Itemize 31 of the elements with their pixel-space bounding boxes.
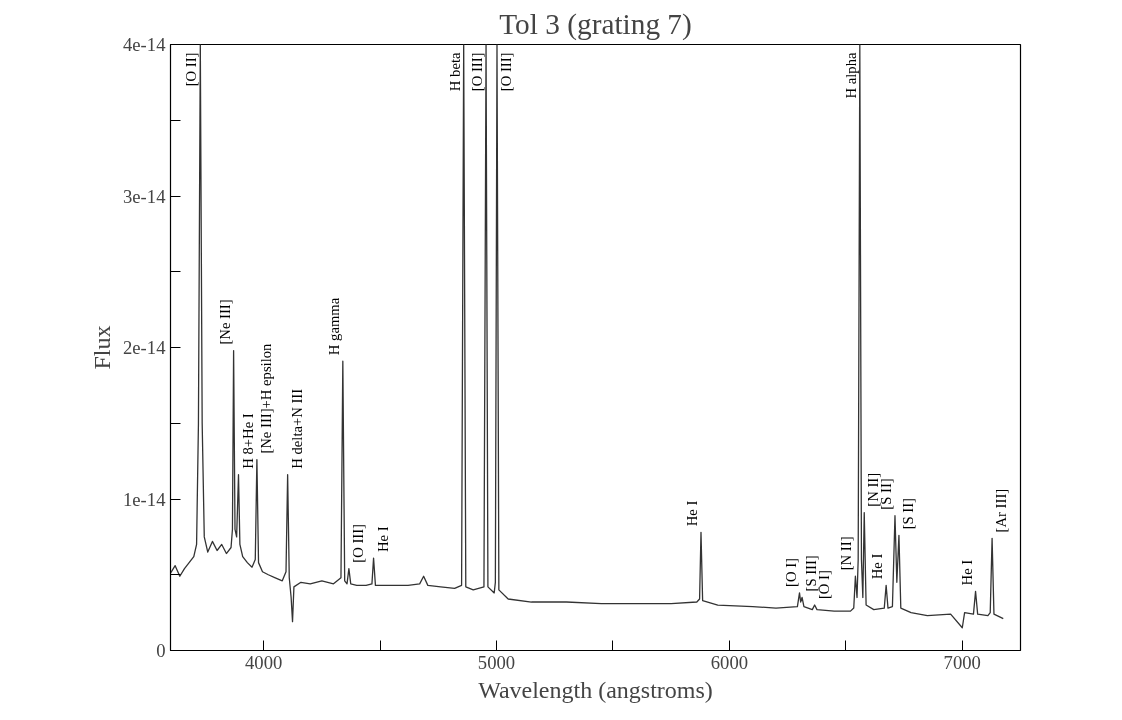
annotation: [O II]: [183, 52, 200, 87]
x-tick-label: 7000: [943, 651, 981, 673]
y-tick-label: 2e-14: [123, 337, 167, 358]
annotation: [Ne III]+H epsilon: [257, 342, 274, 454]
annotation: [O III]: [469, 52, 486, 92]
annotation: [S II]: [899, 498, 916, 530]
annotation: H beta: [446, 52, 463, 92]
annotation: H gamma: [325, 297, 342, 356]
x-tick-label: 4000: [244, 651, 283, 673]
y-tick-label: 1e-14: [123, 488, 167, 510]
annotation: [N II]: [838, 536, 855, 571]
annotation: He I: [374, 526, 391, 553]
annotation: H delta+N III: [288, 388, 305, 469]
annotation: H 8+He I: [239, 413, 256, 469]
y-tick-label: 4e-14: [123, 34, 167, 55]
annotation: H alpha: [842, 52, 859, 99]
annotation: He I: [869, 553, 886, 580]
annotation: [O III]: [497, 52, 514, 92]
x-tick-label: 6000: [710, 651, 749, 673]
annotation: [O I]: [782, 558, 799, 587]
annotation: He I: [958, 559, 975, 586]
y-tick-label: 0: [156, 640, 166, 661]
annotation: [O III]: [349, 524, 366, 563]
annotation: [Ar III]: [993, 488, 1010, 533]
x-axis-title: Wavelength (angstroms): [478, 676, 713, 703]
y-axis-title: Flux: [89, 325, 116, 370]
chart-title: Tol 3 (grating 7): [499, 7, 692, 41]
y-tick-label: 3e-14: [123, 185, 167, 207]
annotation: He I: [683, 500, 700, 527]
annotation: [Ne III]: [216, 299, 233, 345]
x-tick-label: 5000: [477, 651, 516, 673]
